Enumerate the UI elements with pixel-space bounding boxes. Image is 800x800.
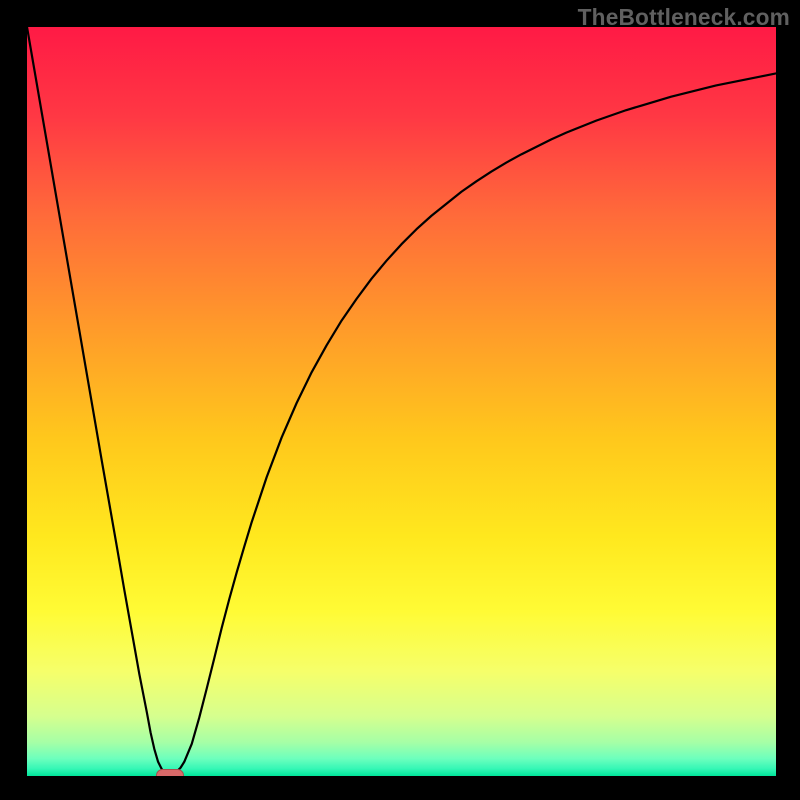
attribution-text: TheBottleneck.com [578,4,790,31]
bottleneck-curve [27,27,776,776]
plot-area [27,27,776,776]
chart-container: TheBottleneck.com [0,0,800,800]
optimal-point-marker [156,769,184,776]
